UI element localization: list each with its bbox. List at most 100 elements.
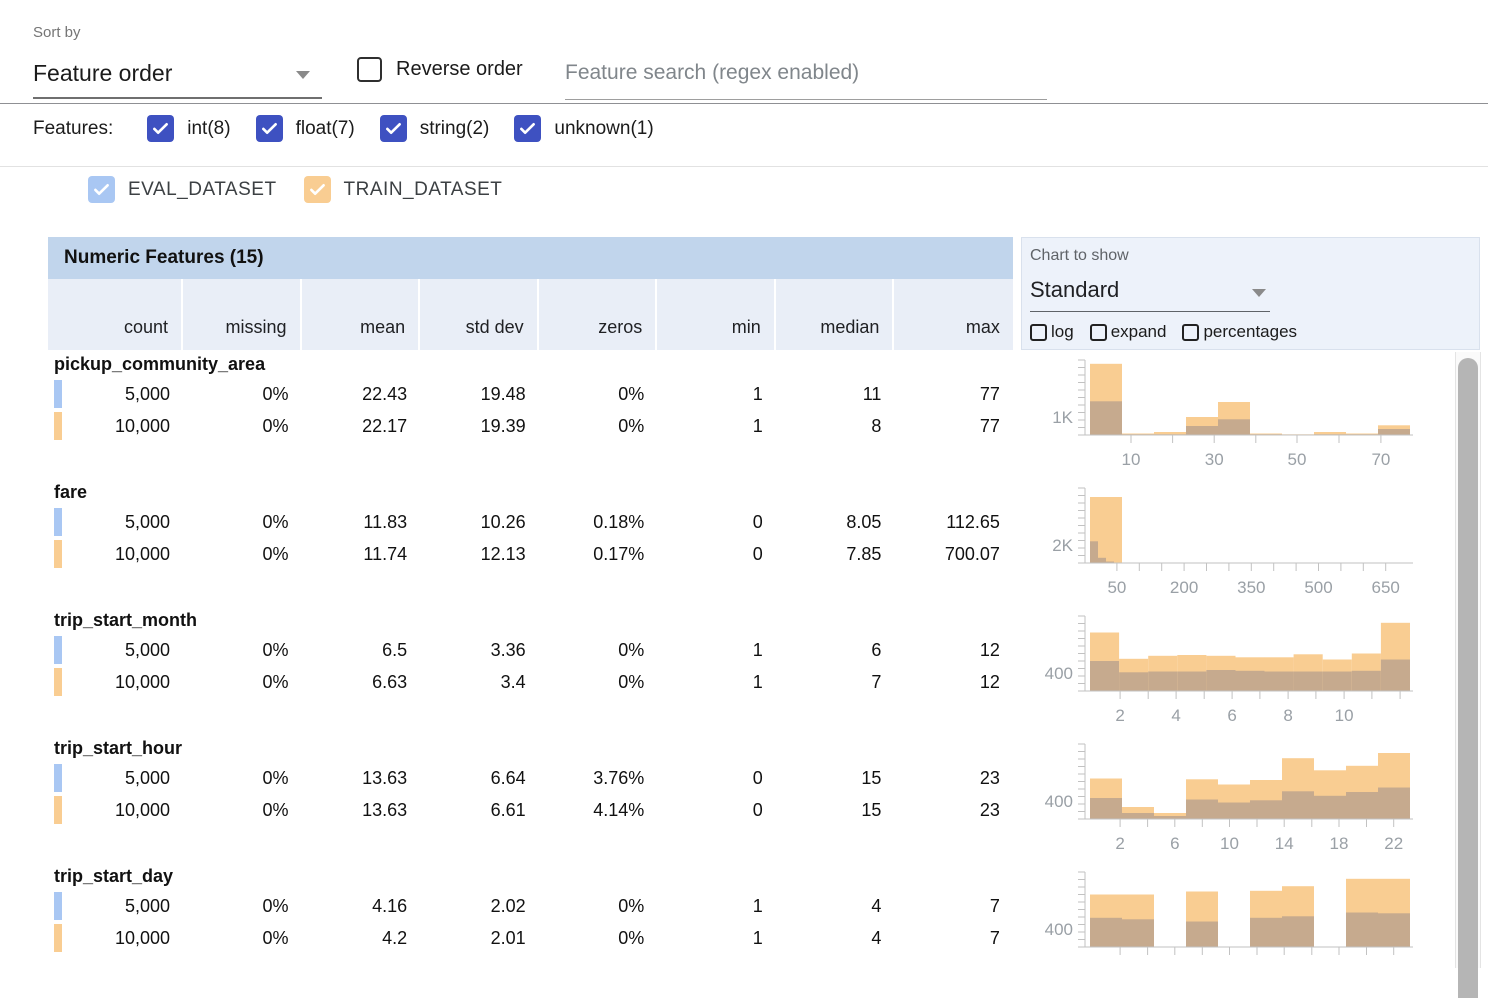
stat-cell: 11.74 bbox=[363, 544, 408, 564]
feature-block: trip_start_day 5,000 0% 4.16 2.02 0% 1 4 7 10,0… bbox=[48, 864, 1013, 992]
checkbox-checked-icon[interactable] bbox=[255, 115, 283, 142]
stat-cell: 0% bbox=[618, 672, 645, 692]
stat-cell: 7 bbox=[989, 896, 1000, 916]
eval-color-swatch bbox=[54, 508, 62, 536]
stats-row-eval: 5,000 0% 6.5 3.36 0% 1 6 12 bbox=[48, 634, 1013, 666]
stat-cell: 0% bbox=[262, 512, 289, 532]
stat-cell: 10,000 bbox=[114, 800, 170, 820]
stat-cell: 0% bbox=[618, 928, 645, 948]
reverse-order-toggle[interactable]: Reverse order bbox=[357, 57, 523, 82]
stats-row-train: 10,000 0% 11.74 12.13 0.17% 0 7.85 700.07 bbox=[48, 538, 1013, 570]
checkbox-unchecked-icon[interactable] bbox=[1182, 323, 1200, 341]
eval-color-swatch bbox=[54, 764, 62, 792]
train-color-swatch bbox=[54, 412, 62, 440]
stat-cell: 23 bbox=[979, 800, 1000, 820]
checkbox-unchecked-icon[interactable] bbox=[1089, 323, 1107, 341]
stat-cell: 0% bbox=[262, 928, 289, 948]
checkbox-checked-icon[interactable] bbox=[147, 115, 175, 142]
chart-row-pickup_community_area: 1K 10 30 50 70 bbox=[1021, 352, 1455, 480]
dataset-toggle-train[interactable]: TRAIN_DATASET bbox=[303, 176, 503, 203]
reverse-order-checkbox[interactable] bbox=[357, 57, 382, 82]
x-axis-tick-label: 6 bbox=[1170, 834, 1179, 853]
stat-cell: 1 bbox=[752, 416, 763, 436]
x-axis-tick-label: 70 bbox=[1371, 450, 1390, 469]
filters-label: Features: bbox=[33, 117, 114, 139]
x-axis-tick-label: 10 bbox=[1335, 706, 1354, 725]
y-axis-label: 1K bbox=[1052, 408, 1073, 427]
stat-cell: 4.2 bbox=[382, 928, 408, 948]
chart-type-select[interactable]: Standard bbox=[1030, 271, 1270, 312]
reverse-order-label: Reverse order bbox=[396, 58, 523, 80]
x-axis-tick-label: 10 bbox=[1122, 450, 1141, 469]
sort-by-select[interactable]: Feature order bbox=[33, 52, 322, 99]
feature-block: pickup_community_area 5,000 0% 22.43 19.48 0… bbox=[48, 352, 1013, 480]
filter-label: unknown(1) bbox=[554, 117, 654, 139]
train-color-swatch bbox=[54, 540, 62, 568]
stat-cell: 13.63 bbox=[362, 800, 408, 820]
checkbox-checked-icon[interactable] bbox=[303, 176, 331, 203]
checkbox-unchecked-icon[interactable] bbox=[1030, 323, 1047, 341]
x-axis-tick-label: 200 bbox=[1170, 578, 1198, 597]
chart-row-trip_start_month: 400 2 4 6 8 10 bbox=[1021, 608, 1455, 736]
filter-int[interactable]: int(8) bbox=[147, 115, 231, 142]
y-axis-label: 400 bbox=[1045, 792, 1073, 811]
filter-unknown[interactable]: unknown(1) bbox=[514, 115, 654, 142]
check-icon bbox=[520, 122, 536, 135]
feature-name: trip_start_day bbox=[54, 866, 174, 886]
column-header-max: max bbox=[965, 317, 1000, 337]
check-icon bbox=[309, 183, 325, 196]
column-header-missing: missing bbox=[183, 279, 302, 350]
stat-cell: 0% bbox=[262, 640, 289, 660]
column-header-mean: mean bbox=[302, 279, 421, 350]
stat-cell: 6.63 bbox=[372, 672, 408, 692]
dataset-toggle-eval[interactable]: EVAL_DATASET bbox=[88, 176, 277, 203]
stats-row-eval: 5,000 0% 11.83 10.26 0.18% 0 8.05 112.65 bbox=[48, 506, 1013, 538]
stat-cell: 11.83 bbox=[363, 512, 408, 532]
stat-cell: 15 bbox=[861, 768, 882, 788]
stat-cell: 0% bbox=[262, 416, 289, 436]
stat-cell: 10,000 bbox=[114, 416, 170, 436]
stats-column-headers: count missing mean std dev zeros min med… bbox=[48, 279, 1013, 350]
stat-cell: 7.85 bbox=[846, 544, 882, 564]
stat-cell: 22.43 bbox=[362, 384, 408, 404]
stat-cell: 19.48 bbox=[480, 384, 526, 404]
stat-cell: 11 bbox=[862, 384, 882, 404]
scrollbar-thumb[interactable] bbox=[1458, 358, 1478, 998]
checkbox-checked-icon[interactable] bbox=[379, 115, 407, 142]
chart-option-percentages[interactable]: percentages bbox=[1182, 322, 1297, 342]
chart-option-log[interactable]: log bbox=[1030, 322, 1074, 342]
checkbox-checked-icon[interactable] bbox=[88, 176, 115, 203]
stat-cell: 0% bbox=[262, 768, 289, 788]
checkbox-checked-icon[interactable] bbox=[514, 115, 542, 142]
feature-search-input[interactable] bbox=[565, 52, 1047, 100]
x-axis-tick-label: 2 bbox=[1115, 706, 1124, 725]
x-axis-tick-label: 500 bbox=[1304, 578, 1332, 597]
stat-cell: 0% bbox=[262, 896, 289, 916]
stat-cell: 10,000 bbox=[114, 928, 170, 948]
stat-cell: 8 bbox=[871, 416, 882, 436]
stat-cell: 4.14% bbox=[593, 800, 645, 820]
eval-color-swatch bbox=[54, 892, 62, 920]
filter-label: int(8) bbox=[187, 117, 231, 139]
feature-name: pickup_community_area bbox=[54, 354, 266, 374]
feature-block: trip_start_hour 5,000 0% 13.63 6.64 3.76% 0 15… bbox=[48, 736, 1013, 864]
stats-row-eval: 5,000 0% 22.43 19.48 0% 1 11 77 bbox=[48, 378, 1013, 410]
stat-cell: 5,000 bbox=[124, 640, 170, 660]
x-axis-tick-label: 8 bbox=[1283, 706, 1292, 725]
histogram-trip_start_day: 400 bbox=[1045, 871, 1413, 955]
feature-stats-table: pickup_community_area 5,000 0% 22.43 19.48 0… bbox=[48, 352, 1013, 992]
vertical-scrollbar[interactable] bbox=[1455, 352, 1481, 998]
stat-cell: 19.39 bbox=[480, 416, 526, 436]
chart-row-trip_start_hour: 400 2 6 10 14 18 22 bbox=[1021, 736, 1455, 864]
chevron-down-icon bbox=[1252, 289, 1266, 297]
chart-option-expand[interactable]: expand bbox=[1089, 322, 1166, 342]
x-axis-tick-label: 6 bbox=[1227, 706, 1236, 725]
x-axis-tick-label: 2 bbox=[1115, 834, 1124, 853]
filter-float[interactable]: float(7) bbox=[255, 115, 355, 142]
stat-cell: 4 bbox=[871, 928, 882, 948]
filter-string[interactable]: string(2) bbox=[379, 115, 489, 142]
chart-option-label: log bbox=[1051, 322, 1074, 341]
stat-cell: 0% bbox=[618, 896, 645, 916]
chart-type-value: Standard bbox=[1030, 277, 1120, 302]
numeric-features-title: Numeric Features (15) bbox=[64, 247, 264, 268]
